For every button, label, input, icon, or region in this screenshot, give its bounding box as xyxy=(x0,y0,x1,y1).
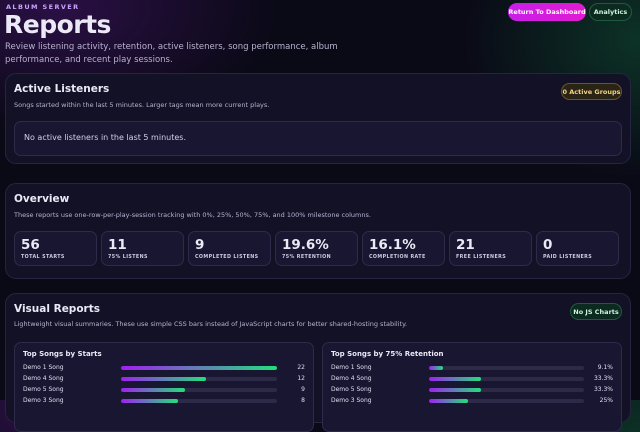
description: Review listening activity, retention, ac… xyxy=(5,42,338,65)
row-label: Demo 4 Song xyxy=(331,375,372,382)
bar xyxy=(121,388,185,392)
bar-track xyxy=(429,377,584,381)
row-value: 9 xyxy=(301,386,305,393)
row-value: 12 xyxy=(297,375,305,382)
stat-label: PAID LISTENERS xyxy=(543,255,593,260)
bar xyxy=(429,377,481,381)
stat-box: 56 TOTAL STARTS xyxy=(14,231,97,266)
empty-box: No active listeners in the last 5 minute… xyxy=(14,121,622,156)
active-listeners-card: Active Listeners Songs started within th… xyxy=(5,73,631,164)
stat-value: 11 xyxy=(108,237,127,253)
visual-reports-card: Visual Reports Lightweight visual summar… xyxy=(5,293,631,432)
stat-label: 75% LISTENS xyxy=(108,255,148,260)
stat-box: 9 COMPLETED LISTENS xyxy=(188,231,271,266)
card-subtitle: These reports use one-row-per-play-sessi… xyxy=(14,211,371,219)
badge: No JS Charts xyxy=(570,303,622,320)
row-label: Demo 3 Song xyxy=(23,397,64,404)
stat-box: 21 FREE LISTENERS xyxy=(449,231,532,266)
row-value: 25% xyxy=(599,397,613,404)
page-title: Reports xyxy=(4,10,111,39)
card-title: Overview xyxy=(14,193,70,205)
stat-value: 56 xyxy=(21,237,40,253)
row-label: Demo 1 Song xyxy=(331,364,372,371)
bar-track xyxy=(429,366,584,370)
row-value: 22 xyxy=(297,364,305,371)
row-value: 33.3% xyxy=(593,375,613,382)
row-value: 8 xyxy=(301,397,305,404)
stat-box: 16.1% COMPLETION RATE xyxy=(362,231,445,266)
card-title: Visual Reports xyxy=(14,303,100,315)
stat-box: 19.6% 75% RETENTION xyxy=(275,231,358,266)
card-subtitle: Lightweight visual summaries. These use … xyxy=(14,320,408,328)
badge: 0 Active Groups xyxy=(561,83,622,100)
stat-value: 16.1% xyxy=(369,237,416,253)
row-label: Demo 5 Song xyxy=(331,386,372,393)
row-label: Demo 5 Song xyxy=(23,386,64,393)
row-value: 33.3% xyxy=(593,386,613,393)
empty-message: No active listeners in the last 5 minute… xyxy=(24,133,186,142)
stat-label: COMPLETION RATE xyxy=(369,255,426,260)
panel-title: Top Songs by Starts xyxy=(23,350,102,358)
stat-value: 0 xyxy=(543,237,553,253)
bar-track xyxy=(121,377,277,381)
stat-box: 0 PAID LISTENERS xyxy=(536,231,619,266)
report-panel: Top Songs by 75% Retention Demo 1 Song 9.1… xyxy=(322,342,622,432)
eyebrow: ALBUM SERVER xyxy=(6,3,80,11)
dashboard-button[interactable]: Return To Dashboard xyxy=(508,3,586,21)
row-label: Demo 1 Song xyxy=(23,364,64,371)
analytics-button[interactable]: Analytics xyxy=(589,3,632,21)
stat-label: 75% RETENTION xyxy=(282,255,332,260)
bar xyxy=(429,366,444,370)
card-title: Active Listeners xyxy=(14,83,110,95)
stat-value: 21 xyxy=(456,237,475,253)
bar xyxy=(121,377,207,381)
report-panel: Top Songs by Starts Demo 1 Song 22 Demo 4 S… xyxy=(14,342,314,432)
row-value: 9.1% xyxy=(597,364,613,371)
overview-card: Overview These reports use one-row-per-p… xyxy=(5,183,631,279)
bar-track xyxy=(121,388,277,392)
row-label: Demo 3 Song xyxy=(331,397,372,404)
stat-label: TOTAL STARTS xyxy=(21,255,65,260)
bar-track xyxy=(429,388,584,392)
row-label: Demo 4 Song xyxy=(23,375,64,382)
stat-label: COMPLETED LISTENS xyxy=(195,255,259,260)
bar xyxy=(429,388,481,392)
bar xyxy=(121,366,277,370)
stat-value: 9 xyxy=(195,237,205,253)
card-subtitle: Songs started within the last 5 minutes.… xyxy=(14,101,270,109)
stat-label: FREE LISTENERS xyxy=(456,255,507,260)
stat-value: 19.6% xyxy=(282,237,329,253)
bar-track xyxy=(121,366,277,370)
stat-box: 11 75% LISTENS xyxy=(101,231,184,266)
panel-title: Top Songs by 75% Retention xyxy=(331,350,444,358)
